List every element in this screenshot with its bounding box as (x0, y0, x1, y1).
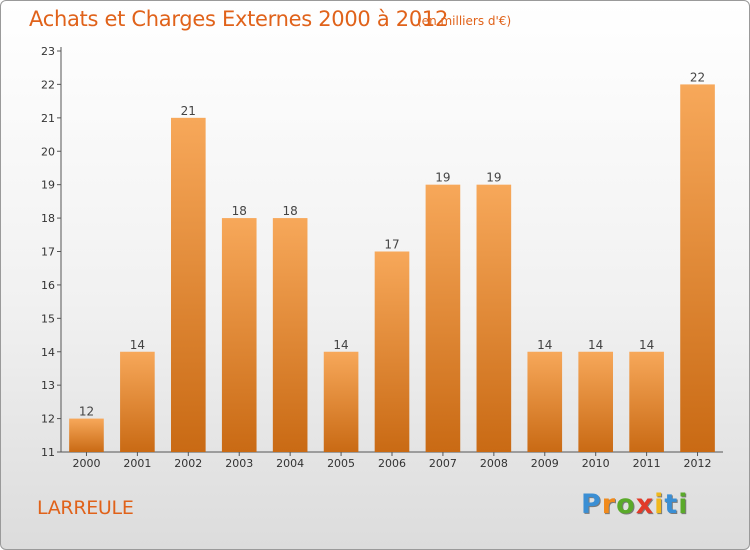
data-label: 18 (232, 204, 247, 218)
y-tick-label: 14 (41, 346, 55, 359)
x-tick-label: 2012 (684, 457, 712, 470)
logo-letter: P (581, 489, 602, 520)
data-label: 14 (639, 338, 654, 352)
bar-2006 (374, 251, 410, 452)
y-tick-label: 20 (41, 145, 55, 158)
logo-letter: r (601, 489, 617, 520)
y-tick-label: 15 (41, 312, 55, 325)
y-tick-label: 22 (41, 78, 55, 91)
data-label: 14 (333, 338, 348, 352)
x-tick-label: 2009 (531, 457, 559, 470)
data-label: 14 (537, 338, 552, 352)
bar-2007 (425, 184, 461, 452)
data-label: 14 (130, 338, 145, 352)
x-tick-label: 2002 (174, 457, 202, 470)
bar-2001 (120, 351, 155, 452)
bar-2008 (476, 184, 512, 452)
x-tick-label: 2005 (327, 457, 355, 470)
chart-axes: 11 12 13 14 15 16 17 18 19 20 21 22 23 (41, 45, 723, 459)
y-tick-label: 23 (41, 45, 55, 58)
y-tick-label: 13 (41, 379, 55, 392)
logo-letter: t (664, 489, 679, 520)
proxiti-logo: Proxiti (581, 489, 689, 520)
bar-2002 (170, 117, 206, 452)
data-label: 22 (690, 70, 705, 84)
y-tick-label: 12 (41, 413, 55, 426)
y-tick-label: 19 (41, 179, 55, 192)
x-tick-label: 2000 (72, 457, 100, 470)
x-tick-label: 2006 (378, 457, 406, 470)
bar-2003 (221, 218, 257, 452)
bar-2004 (272, 218, 308, 452)
x-tick-label: 2003 (225, 457, 253, 470)
x-tick-label: 2004 (276, 457, 304, 470)
logo-letter: x (635, 489, 655, 520)
logo-letter: i (678, 489, 689, 520)
bar-2010 (578, 351, 614, 452)
data-label: 21 (181, 104, 196, 118)
y-tick-label: 17 (41, 246, 55, 259)
x-tick-label: 2001 (123, 457, 151, 470)
data-label: 19 (435, 171, 450, 185)
data-label: 17 (384, 238, 399, 252)
bar-2009 (527, 351, 563, 452)
bar-2005 (323, 351, 359, 452)
data-label: 19 (486, 171, 501, 185)
data-label: 12 (79, 405, 94, 419)
chart-subtitle: (en milliers d'€) (417, 14, 512, 28)
y-tick-label: 18 (41, 212, 55, 225)
chart-title: Achats et Charges Externes 2000 à 2012 (29, 7, 449, 31)
logo-letter: o (616, 489, 636, 520)
bar-2000 (69, 418, 104, 452)
data-label: 18 (283, 204, 298, 218)
y-tick-label: 21 (41, 112, 55, 125)
x-tick-label: 2007 (429, 457, 457, 470)
bar-2011 (629, 351, 664, 452)
x-tick-label: 2010 (582, 457, 610, 470)
logo-letter: i (654, 489, 665, 520)
chart-labels: 2000 12 2001 14 2002 21 2003 18 2004 18 2005 14 2006… (72, 70, 711, 470)
y-tick-label: 11 (41, 446, 55, 459)
x-tick-label: 2008 (480, 457, 508, 470)
chart-bars (69, 84, 715, 453)
y-tick-label: 16 (41, 279, 55, 292)
x-tick-label: 2011 (633, 457, 661, 470)
bar-2012 (680, 84, 715, 453)
commune-name: LARREULE (37, 497, 134, 519)
data-label: 14 (588, 338, 603, 352)
